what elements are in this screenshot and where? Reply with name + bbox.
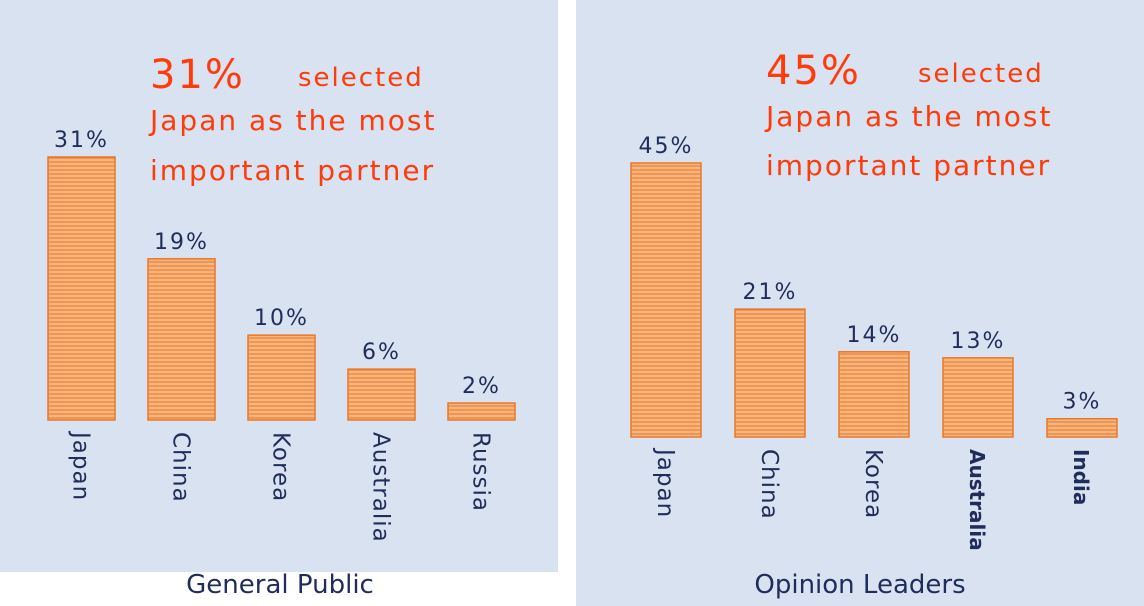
value-label: 6% xyxy=(362,340,401,365)
value-label: 2% xyxy=(462,374,501,399)
value-label: 21% xyxy=(743,280,798,305)
x-tick-label: Japan xyxy=(68,430,94,501)
subtitle: Opinion Leaders xyxy=(754,570,965,600)
bar xyxy=(447,402,516,421)
value-label: 13% xyxy=(951,329,1006,354)
value-label: 14% xyxy=(847,323,902,348)
bar xyxy=(942,357,1014,438)
bar xyxy=(147,258,216,421)
value-label: 3% xyxy=(1063,390,1102,415)
annotation: Japan as the most xyxy=(148,104,436,137)
x-tick-label: Russia xyxy=(468,432,494,512)
x-tick-label: Korea xyxy=(268,432,294,502)
x-tick-label: India xyxy=(1069,449,1093,505)
annotation: Japan as the most xyxy=(764,100,1052,133)
x-tick-label: Australia xyxy=(368,432,394,543)
annotation: selected xyxy=(298,63,424,93)
annotation: important partner xyxy=(150,154,435,187)
value-label: 45% xyxy=(639,134,694,159)
value-label: 10% xyxy=(254,306,309,331)
bar xyxy=(838,351,910,438)
bar xyxy=(630,162,702,438)
x-tick-label: Japan xyxy=(652,447,678,518)
annotation-highlight: 31% xyxy=(150,52,245,98)
bar xyxy=(1046,417,1118,438)
x-tick-label: Australia xyxy=(965,449,989,551)
value-label: 19% xyxy=(154,230,209,255)
bar xyxy=(347,368,416,421)
value-label: 31% xyxy=(54,128,109,153)
bar xyxy=(247,334,316,421)
annotation: important partner xyxy=(766,149,1051,182)
annotation-highlight: 45% xyxy=(766,48,861,94)
bar xyxy=(734,308,806,438)
x-tick-label: China xyxy=(756,449,782,520)
annotation: selected xyxy=(918,59,1044,89)
subtitle: General Public xyxy=(186,570,374,600)
x-tick-label: Korea xyxy=(860,449,886,519)
x-tick-label: China xyxy=(168,432,194,503)
bar xyxy=(47,156,116,421)
